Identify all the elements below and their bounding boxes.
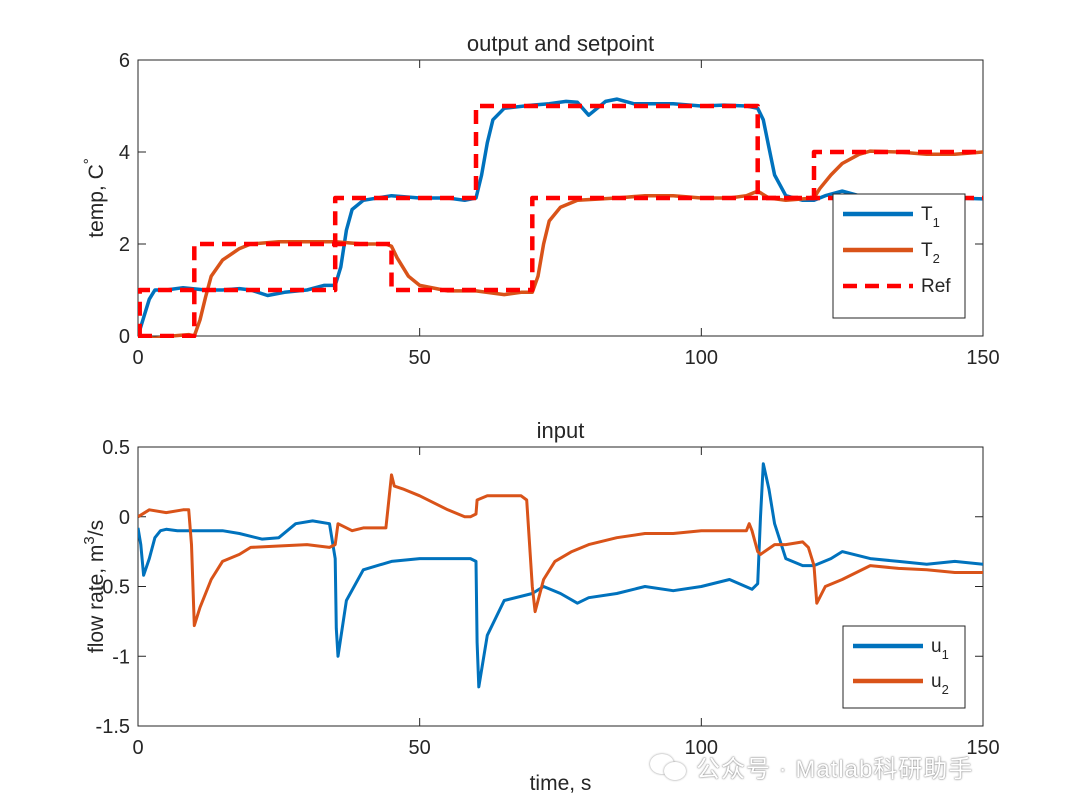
x-tick-label: 100 xyxy=(685,737,718,759)
y-axis-label-text: flow rate, m xyxy=(85,545,108,654)
legend-label: T1 xyxy=(921,204,940,230)
y-tick-label: 4 xyxy=(119,142,130,164)
wechat-icon xyxy=(648,750,688,782)
y-axis-label-superscript: 3 xyxy=(81,536,98,544)
y-axis-label: flow rate, m3/s xyxy=(81,520,108,653)
legend-label-text: u xyxy=(931,671,942,692)
x-tick-label: 50 xyxy=(409,737,431,759)
y-tick-label: 6 xyxy=(119,50,130,72)
series-line-u2 xyxy=(138,473,983,628)
legend-box xyxy=(842,625,966,709)
x-tick-label: 0 xyxy=(132,347,143,369)
y-axis-label-superscript: ° xyxy=(81,158,98,164)
y-axis-label-tail: /s xyxy=(85,520,108,536)
x-tick-label: 150 xyxy=(966,737,999,759)
legend-label-text: T xyxy=(921,240,933,261)
legend-label-text: Ref xyxy=(921,276,951,297)
chart-title: output and setpoint xyxy=(467,31,654,56)
legend-label: Ref xyxy=(921,276,951,297)
top-axes: 0 50 100 150 0 2 4 6 output and setpoint temp, C°… xyxy=(81,31,1000,369)
y-tick-label: -0.5 xyxy=(96,577,130,599)
legend-label: u1 xyxy=(931,636,949,662)
legend-label-text: u xyxy=(931,636,942,657)
y-tick-label: 0 xyxy=(119,326,130,348)
legend-label-subscript: 2 xyxy=(933,251,940,266)
y-axis-label-text: temp, C xyxy=(85,164,108,238)
x-tick-label: 100 xyxy=(685,347,718,369)
y-axis-label: temp, C° xyxy=(81,158,108,238)
y-tick-label: -1 xyxy=(112,646,130,668)
chart-title: input xyxy=(537,418,585,443)
y-tick-label: 0.5 xyxy=(102,437,130,459)
y-tick-label: 0 xyxy=(119,507,130,529)
legend-label-subscript: 1 xyxy=(942,647,949,662)
x-tick-label: 50 xyxy=(409,347,431,369)
x-tick-label: 0 xyxy=(132,737,143,759)
series-line-u1 xyxy=(138,462,983,689)
series-line-ref1 xyxy=(138,103,983,338)
watermark-text: 公众号 · Matlab科研助手 xyxy=(696,755,974,783)
series-line-t2 xyxy=(138,149,983,338)
y-tick-label: 2 xyxy=(119,234,130,256)
legend-label-subscript: 1 xyxy=(933,215,940,230)
series-line-ref2 xyxy=(138,149,983,338)
legend-label-text: T xyxy=(921,204,933,225)
bottom-axes: 0 50 100 150 -1.5 -1 -0.5 0 0.5 input flow rate, m… xyxy=(81,418,1000,795)
series-group xyxy=(138,97,983,338)
watermark: 公众号 · Matlab科研助手 xyxy=(648,748,973,784)
legend-label: T2 xyxy=(921,240,940,266)
legend-label: u2 xyxy=(931,671,949,697)
x-axis-label: time, s xyxy=(530,772,592,795)
x-tick-label: 150 xyxy=(966,347,999,369)
y-tick-label: -1.5 xyxy=(96,716,130,738)
series-group xyxy=(138,462,983,689)
legend-label-subscript: 2 xyxy=(942,682,949,697)
